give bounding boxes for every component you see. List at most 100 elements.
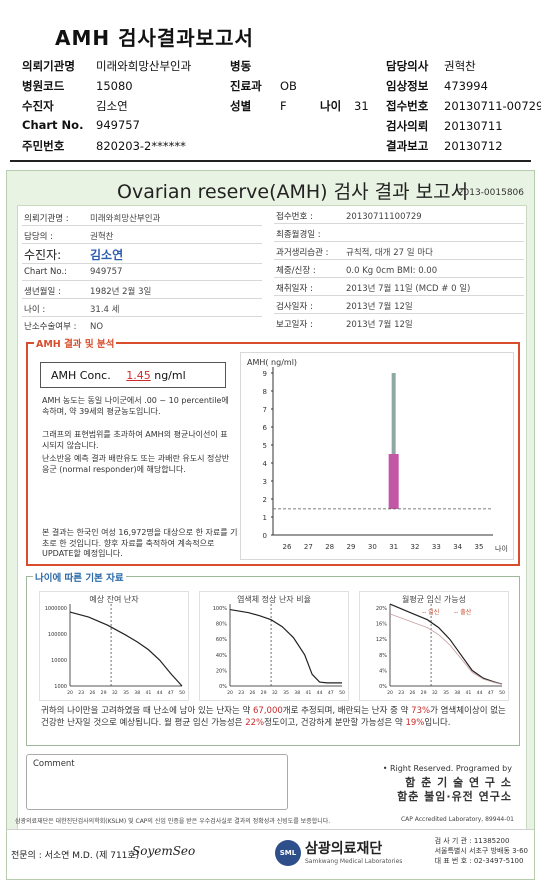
info-divider — [274, 295, 524, 296]
mini-x-tick-label: 47 — [488, 690, 494, 696]
mini-y-tick-label: 1000000 — [45, 606, 67, 612]
info-birthdate: 생년월일 :1982년 2월 3일 — [24, 287, 152, 297]
legend-pregnancy: -- 임신 — [422, 608, 439, 616]
mini-x-tick-label: 26 — [249, 690, 255, 696]
mini-x-tick-label: 38 — [134, 690, 140, 696]
mini-chart-title: 월평균 임신 가능성 — [402, 595, 466, 604]
x-tick-label: 32 — [411, 543, 420, 551]
mini-y-tick-label: 20% — [216, 668, 227, 674]
mini-x-tick-label: 32 — [112, 690, 118, 696]
mini-series-line — [69, 611, 183, 687]
remaining-eggs-chart: 1000 10000 100000 1000000 20 23 26 29 32 35 38 41 44… — [45, 604, 185, 696]
summary-field-report-date: 결과보고 20130712 — [386, 139, 503, 153]
rights-block: • Right Reserved. Programed by 함 춘 기 술 연… — [383, 762, 512, 804]
pregnancy-chance-chart: 0% 4% 8% 12% 16% 20% 20 23 26 29 32 35 38 41 44 47 50 -- … — [376, 603, 505, 696]
y-tick-label: 6 — [263, 424, 268, 432]
summary-field-institution: 의뢰기관명 미래와희망산부인과 — [22, 59, 192, 73]
report-title: Ovarian reserve(AMH) 검사 결과 보고서 — [117, 181, 469, 203]
mini-chart-normal-eggs: 염색체 정상 난자 비율 0% 20% 40% 60% 80% 100% 20 23 26 29 3… — [199, 591, 349, 701]
mini-x-tick-label: 35 — [283, 690, 289, 696]
mini-x-tick-label: 41 — [145, 690, 151, 696]
organization-name-en: Samkwang Medical Laboratories — [305, 858, 403, 865]
mini-series-line — [389, 603, 503, 685]
mini-x-tick-label: 29 — [421, 690, 427, 696]
info-divider — [22, 280, 262, 281]
mini-y-tick-label: 0% — [379, 684, 387, 690]
age-data-section: 나이에 따른 기본 자료 예상 잔여 난자 1000 10000 100000 100… — [26, 570, 520, 746]
y-tick-label: 7 — [263, 406, 267, 414]
summary-field-department: 진료과 OB — [230, 79, 297, 93]
mini-series-line — [229, 608, 342, 684]
mini-x-tick-label: 20 — [387, 690, 393, 696]
summary-field-doctor: 담당의사 권혁찬 — [386, 59, 476, 73]
mini-x-tick-label: 50 — [179, 690, 185, 696]
summary-field-id-no: 주민번호 820203-2****** — [22, 139, 186, 153]
info-divider — [274, 313, 524, 314]
x-tick-label: 34 — [453, 543, 462, 551]
mini-y-tick-label: 100% — [213, 606, 228, 612]
mini-y-tick-label: 1000 — [54, 684, 67, 690]
comment-label: Comment — [33, 759, 75, 769]
mini-y-tick-label: 20% — [376, 606, 387, 612]
mini-x-tick-label: 23 — [238, 690, 244, 696]
amh-analysis-section: AMH 결과 및 분석 AMH Conc. 1.45 ng/ml AMH 농도는… — [26, 336, 520, 566]
mini-x-tick-label: 35 — [123, 690, 129, 696]
signature: SoyemSeo — [132, 844, 196, 858]
amh-conc-label: AMH Conc. — [51, 369, 111, 382]
mini-x-tick-label: 20 — [227, 690, 233, 696]
normal-egg-pct: 73% — [411, 706, 431, 716]
amh-chart-frame: AMH( ng/ml) 0 1 2 3 4 5 6 7 8 9 26 27 28 29 30 31 32 33 34 3… — [240, 352, 514, 560]
amh-conc-unit: ng/ml — [154, 369, 186, 382]
x-tick-label: 29 — [347, 543, 356, 551]
birth-pct: 19% — [405, 718, 425, 728]
y-axis-label: AMH( ng/ml) — [247, 358, 297, 367]
info-divider — [274, 259, 524, 260]
info-divider — [22, 243, 262, 244]
specialist-name: 전문의 : 서소연 M.D. (제 711호) — [11, 851, 140, 861]
x-tick-label: 35 — [475, 543, 484, 551]
amh-concentration-box: AMH Conc. 1.45 ng/ml — [40, 362, 226, 388]
mini-y-tick-label: 60% — [216, 637, 227, 643]
mini-x-tick-label: 29 — [261, 690, 267, 696]
amh-response-text: 난소반응 예측 결과 배란유도 또는 과배란 유도시 정상반응군 (normal… — [42, 454, 230, 474]
y-tick-label: 0 — [263, 532, 267, 540]
y-tick-label: 9 — [263, 370, 267, 378]
info-chart-no: Chart No.: 949757 — [24, 267, 123, 277]
info-last-menstruation: 최종월경일 : — [276, 230, 321, 240]
info-patient-name: 수진자: 김소연 — [24, 248, 124, 262]
x-tick-label: 28 — [325, 543, 334, 551]
mini-y-tick-label: 100000 — [48, 632, 67, 638]
range-bar — [391, 373, 396, 509]
mini-y-tick-label: 10000 — [51, 658, 67, 664]
mini-x-tick-label: 47 — [168, 690, 174, 696]
mini-chart-remaining-eggs: 예상 잔여 난자 1000 10000 100000 1000000 20 23 26 29 3… — [39, 591, 189, 701]
summary-field-chart-no: Chart No. 949757 — [22, 118, 140, 132]
info-weight-height: 체중/신장 :0.0 Kg 0cm BMI: 0.00 — [276, 266, 438, 276]
mini-x-tick-label: 44 — [477, 690, 483, 696]
normal-egg-ratio-chart: 0% 20% 40% 60% 80% 100% 20 23 26 29 32 35 38 41 44 47 50 — [213, 604, 345, 696]
mini-x-tick-label: 32 — [272, 690, 278, 696]
sml-logo-icon: SML — [275, 840, 301, 866]
summary-field-sex: 성별 F — [230, 99, 287, 113]
mini-x-tick-label: 23 — [78, 690, 84, 696]
y-tick-label: 5 — [263, 442, 267, 450]
amh-section-title: AMH 결과 및 분석 — [34, 336, 117, 350]
info-divider — [22, 298, 262, 299]
comment-box: Comment — [26, 754, 288, 810]
mini-series-line-birth — [389, 613, 503, 685]
info-divider — [274, 241, 524, 242]
summary-field-request-date: 검사의뢰 20130711 — [386, 119, 503, 133]
mini-y-tick-label: 4% — [379, 668, 387, 674]
mini-x-tick-label: 50 — [499, 690, 505, 696]
cap-accreditation: CAP Accredited Laboratory, 89944-01 — [400, 816, 514, 823]
info-divider — [22, 316, 262, 317]
mini-y-tick-label: 80% — [216, 622, 227, 628]
mini-chart-title: 염색체 정상 난자 비율 — [237, 595, 311, 604]
y-tick-label: 2 — [263, 496, 267, 504]
mini-x-tick-label: 26 — [89, 690, 95, 696]
report-sheet: Ovarian reserve(AMH) 검사 결과 보고서 2013-0015… — [6, 170, 535, 880]
mini-x-tick-label: 32 — [432, 690, 438, 696]
info-receipt-no: 접수번호 :20130711100729 — [276, 212, 422, 222]
mini-x-tick-label: 38 — [454, 690, 460, 696]
info-age: 나이 :31.4 세 — [24, 305, 120, 315]
